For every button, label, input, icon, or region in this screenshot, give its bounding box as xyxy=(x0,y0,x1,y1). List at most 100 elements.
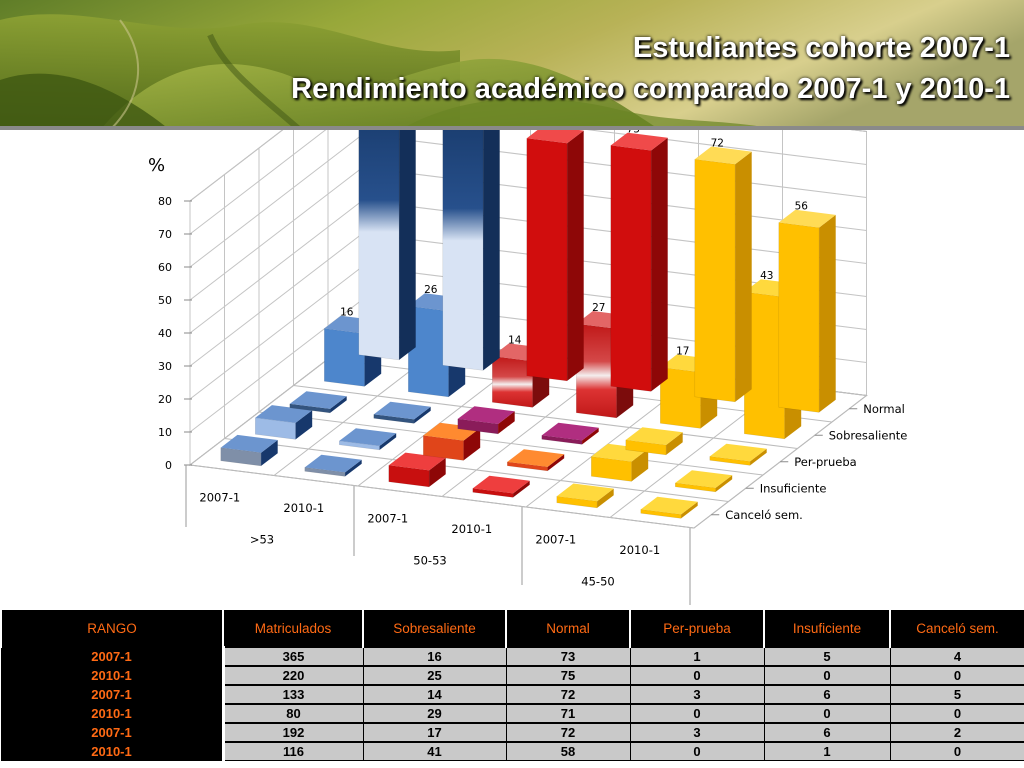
data-label: 56 xyxy=(795,201,809,213)
table-cell: 80 xyxy=(222,703,364,724)
table-cell-rango: 2007-1 xyxy=(0,722,225,743)
header-banner: Estudiantes cohorte 2007-1 Rendimiento a… xyxy=(0,0,1024,130)
header-rango: RANGO xyxy=(0,610,224,647)
table-cell: 75 xyxy=(505,665,631,686)
bar-front-face xyxy=(694,158,736,403)
data-label: 43 xyxy=(760,270,773,282)
bar-side-face xyxy=(345,459,362,477)
bar-side-face xyxy=(330,396,347,413)
bar: 73 xyxy=(358,130,416,361)
table-cell: 3 xyxy=(629,722,765,743)
table-cell: 1 xyxy=(763,741,891,761)
bar-top-face xyxy=(457,406,515,424)
y-tick-label: 30 xyxy=(158,360,172,373)
bar xyxy=(304,454,362,477)
bar-top-face xyxy=(526,130,584,144)
bar-top-face xyxy=(255,405,313,423)
bar-top-face xyxy=(640,496,698,515)
bar-top-face xyxy=(339,428,397,446)
table-row: 2007-1 365 16 73 1 5 4 xyxy=(0,646,1024,667)
table-cell: 4 xyxy=(889,646,1024,667)
bar-side-face xyxy=(463,427,481,461)
bar: 74 xyxy=(442,130,500,371)
series-label: Sobresaliente xyxy=(829,428,908,442)
data-label: 17 xyxy=(676,345,689,357)
table-cell: 29 xyxy=(362,703,507,724)
bar-side-face xyxy=(295,410,313,440)
y-axis: 0 10 20 30 40 50 60 70 80% xyxy=(148,155,192,472)
slide-subtitle: Rendimiento académico comparado 2007-1 y… xyxy=(291,73,1010,105)
y-tick-label: 80 xyxy=(158,195,172,208)
bar-side-face xyxy=(498,411,515,434)
slide-title: Estudiantes cohorte 2007-1 xyxy=(632,32,1010,64)
bar-side-face xyxy=(631,448,649,482)
x-group-label: 45-50 xyxy=(581,575,614,589)
bar-front-face xyxy=(526,137,568,382)
table-header-row: RANGO Matriculados Sobresaliente Normal … xyxy=(0,610,1024,647)
bar xyxy=(556,483,614,509)
x-group-label: >53 xyxy=(250,533,274,547)
table-cell: 72 xyxy=(505,722,631,743)
data-label: 27 xyxy=(592,302,605,314)
table-row: 2007-1 192 17 72 3 6 2 xyxy=(0,722,1024,743)
bar-top-face xyxy=(610,132,668,151)
table-row: 2010-1 80 29 71 0 0 0 xyxy=(0,703,1024,724)
table-cell-rango: 2010-1 xyxy=(0,741,225,761)
table-cell: 0 xyxy=(889,741,1024,761)
bar-top-face xyxy=(220,434,278,453)
table-cell-rango: 2010-1 xyxy=(0,665,225,686)
bar-top-face xyxy=(289,391,347,409)
table-row: 2007-1 133 14 72 3 6 5 xyxy=(0,684,1024,705)
table-row: 2010-1 220 25 75 0 0 0 xyxy=(0,665,1024,686)
bar xyxy=(423,422,481,461)
bar xyxy=(373,401,431,424)
bar xyxy=(640,496,698,519)
bar-top-face xyxy=(388,452,446,471)
bar xyxy=(388,452,446,488)
x-category-label: 2010-1 xyxy=(619,543,660,557)
bar-front-face xyxy=(442,130,484,371)
table-cell: 41 xyxy=(362,741,507,761)
bar-side-face xyxy=(715,475,733,492)
y-tick-label: 0 xyxy=(165,459,172,472)
bar-side-face xyxy=(735,151,752,402)
bar xyxy=(625,427,683,456)
series-label: Canceló sem. xyxy=(725,508,803,522)
bar-top-face xyxy=(472,475,530,494)
table-cell: 14 xyxy=(362,684,507,705)
table-cell: 2 xyxy=(889,722,1024,743)
table-cell: 58 xyxy=(505,741,631,761)
x-category-label: 2010-1 xyxy=(451,522,492,536)
bar-side-face xyxy=(651,137,668,392)
bar: 73 xyxy=(610,130,668,392)
bar-side-face xyxy=(379,433,397,450)
bar-front-face xyxy=(358,130,400,361)
table-cell: 0 xyxy=(629,665,765,686)
table-cell: 73 xyxy=(505,646,631,667)
x-category-label: 2010-1 xyxy=(283,501,324,515)
table-cell: 17 xyxy=(362,722,507,743)
data-label: 72 xyxy=(711,137,724,149)
bar-side-face xyxy=(666,432,683,455)
bar: 72 xyxy=(694,137,752,403)
bar-side-face xyxy=(399,130,416,360)
bar-top-face xyxy=(675,470,733,488)
bar-side-face xyxy=(681,501,698,519)
bar: 72 xyxy=(526,130,584,382)
bar-side-face xyxy=(513,480,530,498)
table-cell: 0 xyxy=(889,665,1024,686)
table-cell: 6 xyxy=(763,722,891,743)
bar xyxy=(457,406,515,435)
series-axis-labels: Normal Sobresaliente Per-prueba Insuficient… xyxy=(711,402,907,522)
bar-side-face xyxy=(261,440,278,466)
table-cell: 16 xyxy=(362,646,507,667)
bar xyxy=(339,428,397,451)
bar-top-face xyxy=(507,449,565,467)
bar-side-face xyxy=(414,406,431,424)
series-label: Per-prueba xyxy=(794,455,856,469)
data-label: 16 xyxy=(340,307,354,319)
bar xyxy=(709,443,767,466)
header-sobresaliente: Sobresaliente xyxy=(362,610,507,647)
bar-top-face xyxy=(778,209,836,228)
